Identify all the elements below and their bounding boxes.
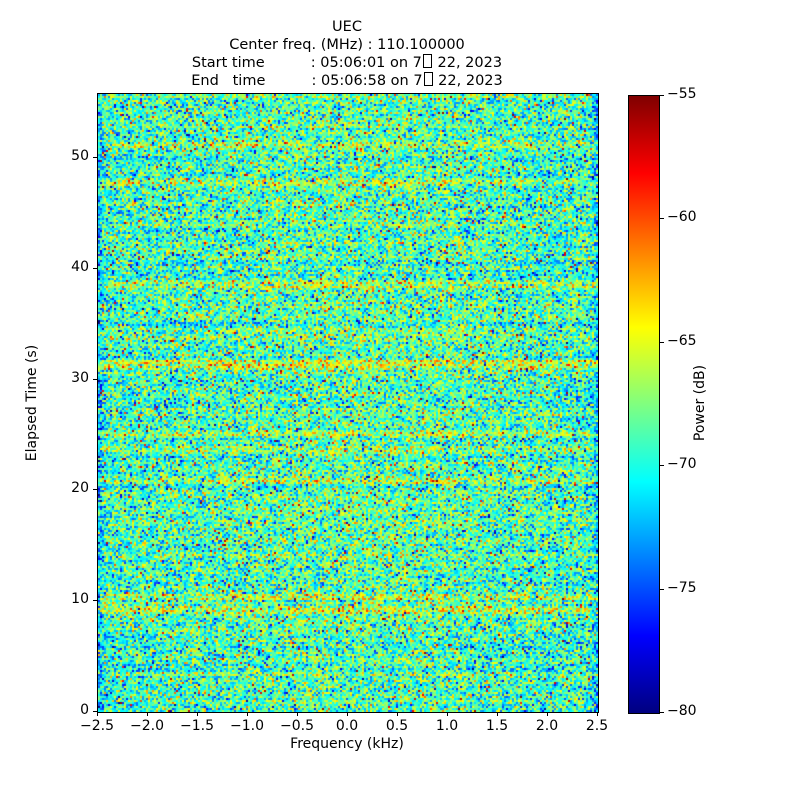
- end-time-text: End time : 05:06:58 on 7: [191, 73, 423, 89]
- x-tick-mark: [597, 712, 598, 716]
- x-tick-label: 2.5: [585, 718, 609, 734]
- y-tick-mark: [93, 267, 97, 269]
- x-tick-label: 0.0: [335, 718, 359, 734]
- subtitle-end-time: End time : 05:06:58 on 7 22, 2023: [97, 72, 597, 90]
- colorbar-tick-label: −70: [667, 456, 697, 473]
- x-tick-mark: [447, 712, 448, 716]
- start-date-text: 22, 2023: [432, 55, 503, 71]
- colorbar-tick-label: −60: [667, 209, 697, 226]
- y-axis-label: Elapsed Time (s): [24, 344, 40, 462]
- subtitle-start-time: Start time : 05:06:01 on 7 22, 2023: [97, 54, 597, 72]
- plot-title: UEC: [332, 19, 362, 35]
- x-tick-label: −0.5: [280, 718, 314, 734]
- x-tick-label: 2.0: [535, 718, 559, 734]
- x-tick-mark: [297, 712, 298, 716]
- x-tick-label: −2.0: [130, 718, 164, 734]
- y-tick-mark: [93, 157, 97, 159]
- missing-glyph-box-icon: [423, 72, 433, 86]
- title-block: UEC Center freq. (MHz) : 110.100000 Star…: [97, 18, 597, 90]
- colorbar-tick-mark: [660, 465, 664, 467]
- start-time-text: Start time : 05:06:01 on 7: [191, 55, 422, 71]
- y-tick-label: 10: [71, 591, 89, 608]
- colorbar-tick-mark: [660, 712, 664, 713]
- x-tick-mark: [547, 712, 548, 716]
- subtitle-center-freq: Center freq. (MHz) : 110.100000: [229, 37, 465, 53]
- y-tick-label: 0: [80, 702, 89, 718]
- colorbar-tick-label: −65: [667, 332, 697, 349]
- x-tick-mark: [197, 712, 198, 716]
- colorbar-tick-mark: [660, 588, 664, 590]
- x-tick-mark: [347, 712, 348, 716]
- y-tick-label: 50: [71, 148, 89, 165]
- x-tick-mark: [147, 712, 148, 716]
- colorbar-tick-label: −75: [667, 579, 697, 596]
- x-tick-label: 0.5: [385, 718, 409, 734]
- x-tick-mark: [497, 712, 498, 716]
- spectrogram-plot: [97, 93, 599, 713]
- colorbar-tick-mark: [660, 341, 664, 343]
- y-tick-label: 20: [71, 480, 89, 497]
- x-tick-mark: [397, 712, 398, 716]
- y-tick-mark: [93, 489, 97, 491]
- y-tick-mark: [93, 378, 97, 380]
- colorbar-label: Power (dB): [692, 364, 708, 442]
- colorbar: [628, 95, 660, 714]
- colorbar-tick-label: −80: [667, 703, 697, 719]
- colorbar-tick-label: −55: [667, 86, 697, 102]
- y-tick-label: 40: [71, 258, 89, 275]
- spectrogram-image: [98, 94, 598, 712]
- y-tick-label: 30: [71, 369, 89, 386]
- x-tick-label: −1.0: [230, 718, 264, 734]
- end-date-text: 22, 2023: [433, 73, 503, 89]
- x-tick-label: −2.5: [80, 718, 114, 734]
- colorbar-tick-mark: [660, 95, 664, 96]
- missing-glyph-box-icon: [422, 54, 432, 68]
- x-tick-mark: [97, 712, 98, 716]
- x-axis-label: Frequency (kHz): [290, 736, 404, 752]
- y-tick-mark: [93, 600, 97, 602]
- colorbar-tick-mark: [660, 218, 664, 220]
- x-tick-label: 1.0: [435, 718, 459, 734]
- x-tick-label: 1.5: [485, 718, 509, 734]
- x-tick-label: −1.5: [180, 718, 214, 734]
- y-tick-mark: [93, 711, 97, 712]
- x-tick-mark: [247, 712, 248, 716]
